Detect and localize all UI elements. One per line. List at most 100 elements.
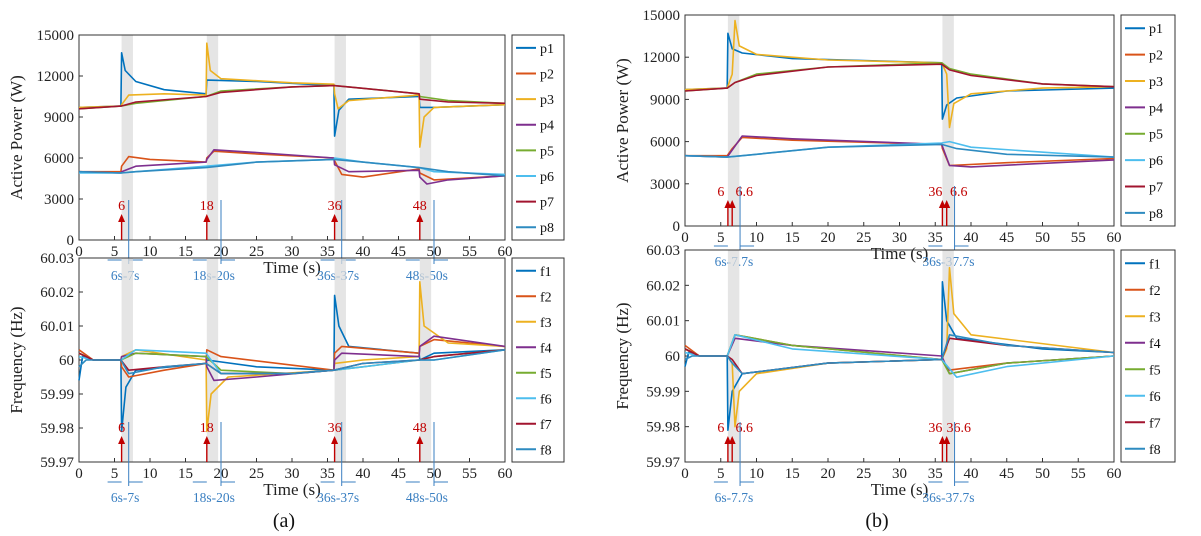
event-shade <box>334 258 346 462</box>
legend-box <box>1120 249 1176 463</box>
legend-label-p8: p8 <box>1149 207 1163 222</box>
y-tick-label: 15000 <box>37 28 75 44</box>
event-shade <box>334 35 346 240</box>
legend-label-p7: p7 <box>540 196 554 211</box>
x-tick-label: 40 <box>356 244 371 260</box>
x-tick-label: 0 <box>75 244 83 260</box>
y-tick-label: 0 <box>673 219 681 235</box>
event-label: 6 <box>717 185 724 200</box>
window-label: 36s-37s <box>317 490 359 505</box>
y-tick-label: 9000 <box>44 110 74 126</box>
legend-label-f3: f3 <box>1149 310 1161 325</box>
legend-label-p6: p6 <box>540 170 554 185</box>
y-axis-label: Active Power (W) <box>613 58 632 183</box>
y-tick-label: 60.03 <box>40 251 74 267</box>
x-tick-label: 25 <box>856 230 871 246</box>
event-label: 6.6 <box>950 185 968 200</box>
event-label: 6 <box>717 421 724 436</box>
x-tick-label: 25 <box>249 466 264 482</box>
series-line-p2 <box>685 136 1115 167</box>
event-arrow-head <box>943 436 951 444</box>
legend-label-f1: f1 <box>1149 257 1161 272</box>
series-line-f6 <box>684 334 1115 378</box>
x-tick-label: 20 <box>821 230 836 246</box>
y-tick-label: 3000 <box>650 177 680 193</box>
x-tick-label: 35 <box>928 230 943 246</box>
legend-label-f4: f4 <box>1149 337 1161 352</box>
chart-b-freq: 0 5 10 15 20 25 30 35 40 45 50 55 60 59.97 59.98 59.99 6… <box>613 243 1176 505</box>
y-tick-label: 60.01 <box>40 319 74 335</box>
axes-frame <box>78 34 506 241</box>
series-line-p5 <box>78 84 506 110</box>
x-tick-label: 5 <box>111 244 119 260</box>
x-tick-label: 30 <box>892 466 907 482</box>
x-tick-label: 5 <box>717 230 725 246</box>
x-tick-label: 50 <box>1035 466 1050 482</box>
legend-box <box>511 34 565 241</box>
panel-label-a: (a) <box>273 510 295 532</box>
x-tick-label: 50 <box>1035 230 1050 246</box>
y-tick-label: 60.02 <box>40 285 74 301</box>
legend-label-f4: f4 <box>540 341 552 356</box>
legend-label-f5: f5 <box>540 367 552 382</box>
x-tick-label: 15 <box>785 466 800 482</box>
event-arrow-head <box>728 200 736 208</box>
event-arrow-head <box>416 436 424 444</box>
legend-label-f5: f5 <box>1149 363 1161 378</box>
y-axis-label: Frequency (Hz) <box>7 306 26 413</box>
legend-box <box>511 257 565 463</box>
y-tick-label: 59.97 <box>40 455 74 471</box>
x-axis-label: Time (s) <box>263 480 320 499</box>
y-tick-label: 59.99 <box>40 387 74 403</box>
x-tick-label: 5 <box>717 466 725 482</box>
event-shade <box>942 15 954 226</box>
event-label: 48 <box>413 421 427 436</box>
x-tick-label: 30 <box>285 466 300 482</box>
y-tick-label: 59.98 <box>40 421 74 437</box>
legend-label-p6: p6 <box>1149 154 1163 169</box>
legend-label-p3: p3 <box>1149 75 1163 90</box>
x-tick-label: 10 <box>749 466 764 482</box>
x-tick-label: 20 <box>821 466 836 482</box>
legend-label-p5: p5 <box>540 144 554 159</box>
legend-label-p1: p1 <box>540 42 554 57</box>
y-tick-label: 60 <box>59 353 74 369</box>
y-tick-label: 60.03 <box>646 243 680 259</box>
event-label: 6.6 <box>735 185 753 200</box>
series-line-p5 <box>684 62 1115 92</box>
legend-label-p5: p5 <box>1149 128 1163 143</box>
y-tick-label: 15000 <box>643 8 681 24</box>
legend-label-p4: p4 <box>1149 101 1163 116</box>
event-shade <box>942 250 954 462</box>
legend-label-f1: f1 <box>540 265 552 280</box>
series-line-p3 <box>78 42 506 148</box>
window-label: 6s-7.7s <box>715 490 754 505</box>
y-tick-label: 59.97 <box>646 455 680 471</box>
x-tick-label: 25 <box>856 466 871 482</box>
event-shade <box>419 35 432 240</box>
legend-label-f3: f3 <box>540 316 552 331</box>
x-tick-label: 60 <box>498 244 513 260</box>
window-label: 6s-7s <box>111 490 140 505</box>
x-tick-label: 60 <box>1107 466 1122 482</box>
legend-label-p2: p2 <box>540 67 554 82</box>
series-line-f4 <box>78 335 506 382</box>
x-tick-label: 60 <box>1107 230 1122 246</box>
event-label: 36.6 <box>946 421 971 436</box>
legend-label-p8: p8 <box>540 221 554 236</box>
y-tick-label: 60 <box>665 349 680 365</box>
y-tick-label: 0 <box>67 233 75 249</box>
legend-label-p2: p2 <box>1149 49 1163 64</box>
x-tick-label: 45 <box>391 466 406 482</box>
chart-a-freq: 0 5 10 15 20 25 30 35 40 45 50 55 6059.9759.9859.996… <box>7 251 565 505</box>
legend-label-f8: f8 <box>540 443 552 458</box>
series-line-p8 <box>684 143 1115 158</box>
legend-label-f6: f6 <box>540 392 552 407</box>
y-tick-label: 60.01 <box>646 314 680 330</box>
event-arrow-head <box>416 214 424 222</box>
series-line-p7 <box>684 63 1115 92</box>
chart-b-power: 0 5 10 15 20 25 30 35 40 45 50 55 60 0 3000 6000 9000 120… <box>613 8 1176 269</box>
series-line-f8 <box>684 334 1115 375</box>
window-label: 36s-37.7s <box>922 490 974 505</box>
